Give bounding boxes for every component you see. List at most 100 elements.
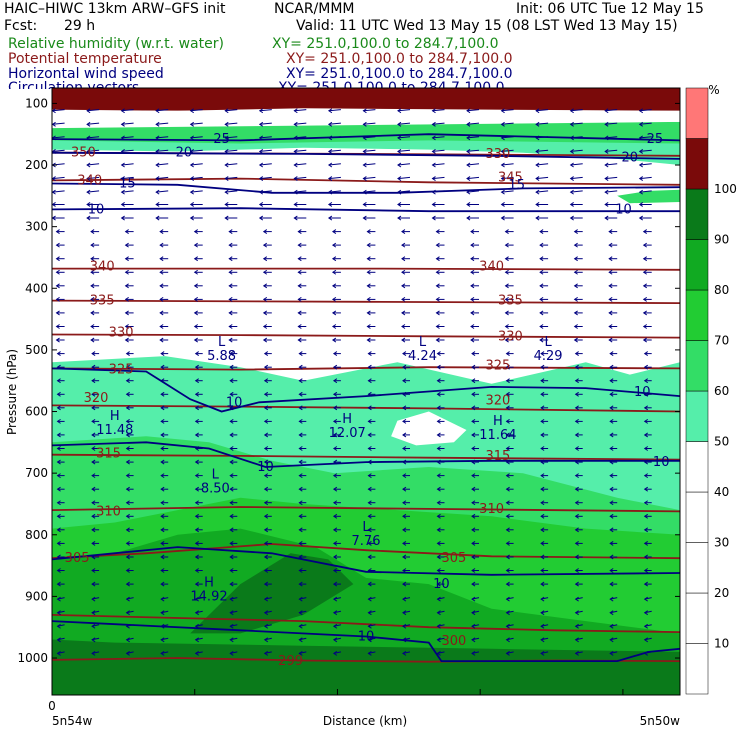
- vector-head-209: [435, 256, 440, 262]
- vector-117: [363, 190, 376, 193]
- vector-head-581: [229, 540, 234, 546]
- vector-head-434: [125, 432, 130, 438]
- vector-head-488: [125, 473, 130, 479]
- vector-33: [570, 122, 583, 125]
- vector-head-535: [505, 500, 510, 506]
- vector-95: [225, 176, 238, 180]
- wind-line-6: [52, 546, 680, 576]
- vector-head-534: [471, 500, 476, 506]
- vector-head-391: [505, 391, 510, 397]
- vector-head-170: [331, 229, 337, 235]
- circulation-vectors: [52, 108, 652, 656]
- vector-head-142: [604, 202, 609, 207]
- vector-head-138: [466, 202, 471, 207]
- vector-head-395: [643, 391, 649, 397]
- wind-label-12: 10: [433, 577, 450, 592]
- vector-head-198: [55, 256, 60, 262]
- vector-head-210: [470, 256, 475, 262]
- x-start-tick: 0: [48, 699, 56, 713]
- init-time: Init: 06 UTC Tue 12 May 15: [516, 1, 704, 17]
- vector-head-47: [431, 135, 436, 141]
- extremum-value-0: 5.88: [207, 349, 236, 364]
- vector-head-404: [332, 405, 338, 411]
- forecast-label: Fcst:: [4, 18, 38, 34]
- vector-head-311: [228, 337, 233, 343]
- vector-head-511: [298, 486, 303, 492]
- vector-10: [397, 109, 411, 112]
- wind-label-5: 20: [622, 151, 639, 166]
- vector-head-179: [642, 229, 648, 235]
- vector-head-613: [91, 568, 96, 573]
- vector-head-724: [194, 650, 199, 656]
- vector-113: [225, 190, 238, 193]
- model-title: HAIC–HIWC 13km ARW–GFS init: [4, 1, 226, 17]
- vector-44: [328, 136, 341, 139]
- vector-head-243: [366, 283, 371, 289]
- x-axis-label: Distance (km): [323, 714, 407, 728]
- vector-head-474: [263, 459, 269, 465]
- vector-head-512: [332, 486, 338, 492]
- vector-head-645: [574, 581, 579, 587]
- vector-head-237: [159, 283, 164, 289]
- vector-head-50: [535, 135, 540, 141]
- vector-64: [397, 149, 411, 152]
- vector-head-139: [500, 202, 505, 207]
- vector-head-712: [402, 637, 407, 643]
- vector-head-659: [436, 596, 441, 602]
- vector-53: [639, 136, 652, 139]
- vector-head-704: [125, 637, 130, 643]
- vector-head-615: [160, 568, 165, 573]
- field-vectors-xy: XY= 251.0,100.0 to 284.7,100.0: [278, 80, 505, 89]
- vector-head-264: [470, 296, 475, 302]
- vector-head-658: [402, 596, 407, 602]
- vector-head-510: [263, 486, 269, 492]
- vector-head-89: [638, 162, 644, 168]
- vector-head-501: [574, 473, 579, 479]
- vector-head-603: [367, 554, 372, 560]
- vector-36: [52, 136, 65, 139]
- vector-head-337: [505, 351, 510, 357]
- vector-head-36: [52, 135, 56, 141]
- vector-head-181: [90, 242, 95, 248]
- theta-label-20: 350: [71, 146, 96, 161]
- vector-head-262: [401, 296, 406, 302]
- vector-head-347: [229, 364, 234, 370]
- vector-head-280: [401, 310, 406, 316]
- vector-head-130: [189, 202, 194, 207]
- vector-head-270: [55, 310, 60, 316]
- vector-head-151: [293, 215, 298, 221]
- vector-63: [363, 149, 376, 152]
- vector-96: [259, 176, 272, 180]
- vector-head-392: [540, 391, 545, 397]
- vector-head-664: [609, 596, 614, 602]
- vector-head-226: [401, 269, 406, 275]
- vector-head-242: [331, 283, 337, 289]
- vector-122: [536, 190, 549, 193]
- vector-head-83: [431, 162, 436, 168]
- vector-head-507: [160, 486, 165, 492]
- vector-18: [52, 122, 65, 125]
- vector-head-200: [124, 256, 129, 262]
- colorbar-swatch-8: [685, 239, 709, 291]
- vector-119: [432, 190, 445, 193]
- y-tick-label-2: 300: [25, 220, 48, 234]
- vector-head-556: [609, 513, 614, 519]
- vector-head-626: [540, 568, 545, 573]
- vector-2: [121, 109, 134, 112]
- vector-head-506: [125, 486, 130, 492]
- vector-head-650: [125, 596, 130, 602]
- vector-8: [328, 109, 341, 112]
- vector-head-476: [332, 459, 338, 465]
- vector-head-599: [229, 554, 234, 560]
- vector-head-87: [569, 162, 574, 168]
- vector-head-479: [436, 459, 441, 465]
- vector-head-518: [540, 486, 545, 492]
- vector-head-627: [574, 568, 579, 573]
- vector-123: [570, 190, 583, 193]
- vector-head-94: [189, 176, 194, 181]
- vector-head-737: [643, 650, 649, 656]
- vector-head-140: [535, 202, 540, 207]
- vector-head-708: [263, 637, 269, 643]
- vector-head-118: [397, 189, 402, 195]
- vector-head-489: [160, 473, 165, 479]
